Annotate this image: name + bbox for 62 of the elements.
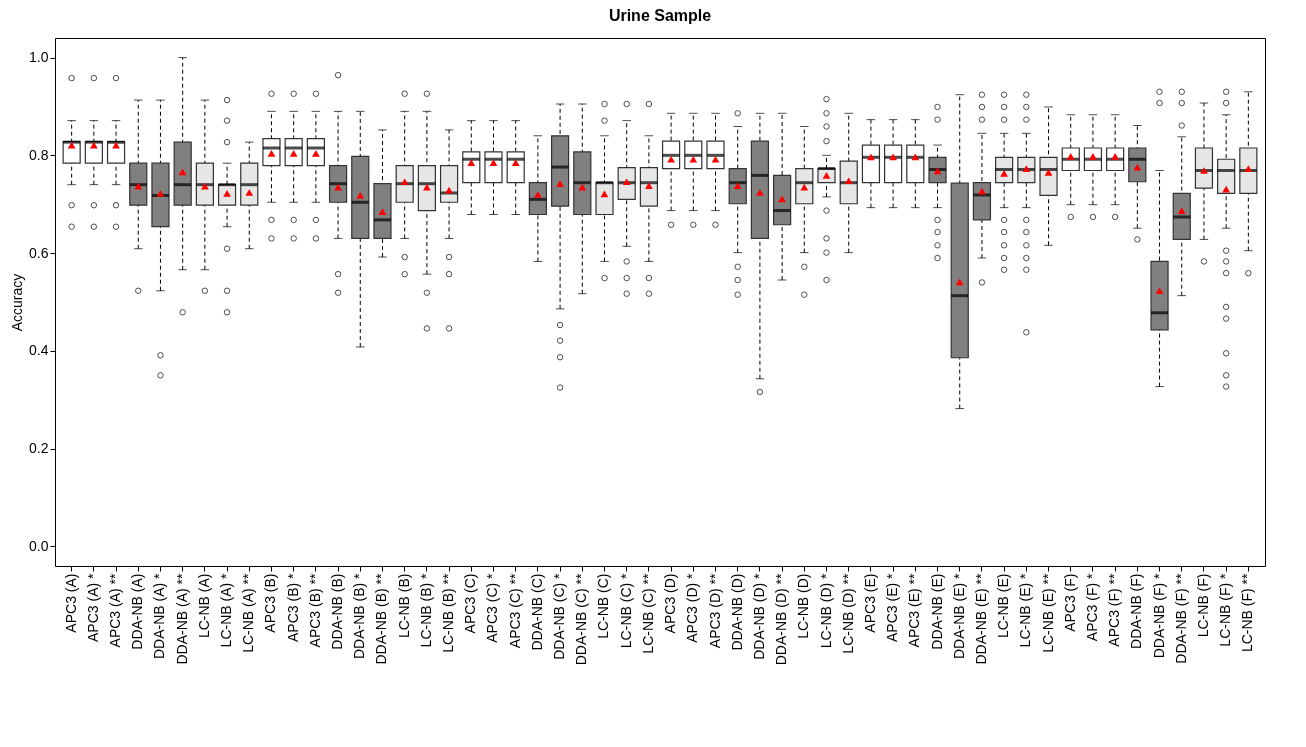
x-tick-label: DDA-NB (C) * <box>551 572 568 660</box>
x-tick-label: DDA-NB (F) ** <box>1172 572 1189 664</box>
x-tick-label: LC-NB (B) <box>395 573 412 639</box>
x-tick-label: DDA-NB (A) <box>129 573 146 650</box>
x-tick-label: DDA-NB (E) * <box>950 572 967 660</box>
x-tick-label: APC3 (C) ** <box>506 572 523 649</box>
x-tick-label: APC3 (F) ** <box>1106 572 1123 647</box>
x-tick-label: LC-NB (C) <box>595 573 612 639</box>
x-tick-label: DDA-NB (C) ** <box>573 572 590 666</box>
x-tick-label: LC-NB (D) <box>795 573 812 639</box>
x-tick-label: LC-NB (F) <box>1194 573 1211 638</box>
x-tick-label: DDA-NB (D) ** <box>773 572 790 666</box>
x-tick-label: APC3 (C) <box>462 573 479 634</box>
x-tick-label: LC-NB (E) ** <box>1039 572 1056 653</box>
x-tick-label: APC3 (A) <box>62 573 79 633</box>
x-tick-label: APC3 (B) ** <box>306 572 323 648</box>
x-tick-label: APC3 (A) * <box>84 572 101 642</box>
x-tick-label: DDA-NB (D) * <box>750 572 767 660</box>
x-tick-label: DDA-NB (F) <box>1128 573 1145 649</box>
x-tick-label: LC-NB (B) * <box>417 572 434 648</box>
x-tick-label: LC-NB (E) * <box>1017 572 1034 648</box>
x-tick-label: LC-NB (C) ** <box>639 572 656 654</box>
x-tick-label: APC3 (F) * <box>1083 572 1100 642</box>
x-tick-label: DDA-NB (E) <box>928 573 945 650</box>
x-tick-label: APC3 (D) ** <box>706 572 723 649</box>
x-tick-label: LC-NB (A) ** <box>240 572 257 653</box>
x-tick-label: DDA-NB (A) * <box>151 572 168 660</box>
x-tick-label: APC3 (B) <box>262 573 279 633</box>
x-tick-label: LC-NB (C) * <box>617 572 634 649</box>
x-tick-label: APC3 (C) * <box>484 572 501 643</box>
x-tick-label: LC-NB (D) * <box>817 572 834 649</box>
x-tick-label: LC-NB (F) ** <box>1239 572 1256 653</box>
x-tick-label: APC3 (D) * <box>684 572 701 643</box>
x-tick-label: DDA-NB (A) ** <box>173 572 190 665</box>
x-tick-label: DDA-NB (B) * <box>351 572 368 660</box>
x-tick-label: DDA-NB (E) ** <box>972 572 989 665</box>
x-tick-label: DDA-NB (B) ** <box>373 572 390 665</box>
x-tick-label: APC3 (E) * <box>884 572 901 642</box>
chart-title: Urine Sample <box>608 7 712 24</box>
y-tick-label: 0.4 <box>29 342 49 359</box>
y-tick-label: 0.2 <box>29 440 49 457</box>
y-tick-label: 1.0 <box>29 49 49 66</box>
x-tick-label: LC-NB (E) <box>995 573 1012 639</box>
x-tick-label: DDA-NB (C) <box>528 573 545 651</box>
x-tick-label: APC3 (E) <box>861 573 878 633</box>
x-tick-label: LC-NB (D) ** <box>839 572 856 654</box>
x-tick-label: DDA-NB (F) * <box>1150 572 1167 659</box>
x-tick-label: DDA-NB (D) <box>728 573 745 651</box>
x-tick-label: LC-NB (F) * <box>1217 572 1234 647</box>
x-tick-label: APC3 (D) <box>662 573 679 634</box>
y-tick-label: 0.0 <box>29 537 49 554</box>
x-tick-label: APC3 (A) ** <box>107 572 124 648</box>
x-tick-label: DDA-NB (B) <box>329 573 346 650</box>
x-tick-label: APC3 (F) <box>1061 573 1078 632</box>
x-tick-label: APC3 (E) ** <box>906 572 923 648</box>
y-tick-label: 0.8 <box>29 146 49 163</box>
x-tick-label: APC3 (B) * <box>284 572 301 642</box>
x-tick-label: LC-NB (A) * <box>218 572 235 648</box>
y-axis-title: Accuracy <box>9 273 26 332</box>
x-tick-label: LC-NB (B) ** <box>440 572 457 653</box>
y-tick-label: 0.6 <box>29 244 49 261</box>
x-tick-label: LC-NB (A) <box>195 573 212 639</box>
